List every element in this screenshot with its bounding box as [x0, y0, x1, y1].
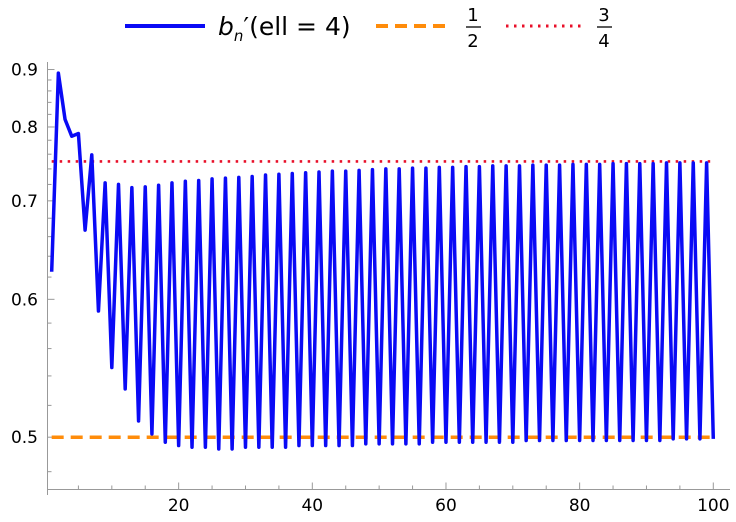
x-tick-label: 20 — [168, 496, 190, 516]
legend-label-half: 1 2 — [466, 5, 481, 52]
x-tick-label: 40 — [301, 496, 323, 516]
legend-label-series-b: bn′(ell = 4) — [218, 12, 351, 45]
y-tick-label: 0.8 — [11, 118, 38, 138]
series-line-0 — [49, 71, 716, 451]
series-layer — [49, 71, 716, 451]
y-axis-ticks: 0.5 0.6 0.7 0.8 0.9 — [11, 61, 55, 473]
legend: bn′(ell = 4) 1 2 3 4 — [125, 5, 612, 52]
x-tick-label: 80 — [569, 496, 591, 516]
legend-half-denominator: 2 — [467, 31, 478, 52]
x-axis-ticks: 20 40 60 80 100 — [77, 482, 730, 516]
legend-prime: ′ — [243, 12, 249, 41]
legend-label-three-quarters: 3 4 — [597, 5, 612, 52]
legend-n-subscript: n — [234, 27, 244, 45]
x-tick-label: 100 — [697, 496, 729, 516]
legend-three-quarters-denominator: 4 — [598, 31, 609, 52]
legend-half-numerator: 1 — [467, 5, 478, 26]
y-tick-label: 0.9 — [11, 61, 38, 81]
x-tick-label: 60 — [435, 496, 457, 516]
y-tick-label: 0.6 — [11, 290, 38, 310]
legend-ell-text: (ell = 4) — [249, 12, 351, 41]
y-tick-label: 0.5 — [11, 428, 38, 448]
legend-three-quarters-numerator: 3 — [598, 5, 609, 26]
y-tick-label: 0.7 — [11, 192, 38, 212]
legend-b-letter: b — [218, 12, 234, 41]
